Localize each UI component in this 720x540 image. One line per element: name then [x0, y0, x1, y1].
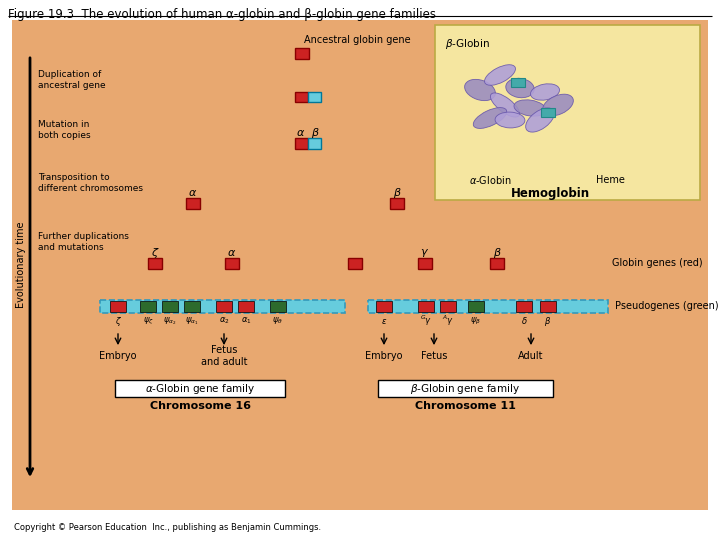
Bar [378, 380, 553, 397]
Ellipse shape [543, 94, 573, 116]
Ellipse shape [505, 78, 534, 98]
Bar [270, 301, 286, 312]
Text: Evolutionary time: Evolutionary time [16, 222, 26, 308]
Ellipse shape [514, 100, 546, 116]
Bar [435, 25, 700, 200]
Text: $\alpha_2$: $\alpha_2$ [219, 316, 230, 326]
Bar [390, 198, 404, 209]
Text: $\psi_\beta$: $\psi_\beta$ [470, 315, 482, 327]
Bar [308, 92, 321, 102]
Text: $\beta$-Globin gene family: $\beta$-Globin gene family [410, 381, 520, 395]
Bar [368, 300, 608, 313]
Text: Ancestral globin gene: Ancestral globin gene [304, 35, 410, 45]
Text: Embryo: Embryo [365, 351, 402, 361]
Text: $\zeta$: $\zeta$ [150, 246, 159, 260]
Bar [418, 301, 434, 312]
Text: $^A\gamma$: $^A\gamma$ [442, 314, 454, 328]
Text: Chromosome 16: Chromosome 16 [150, 401, 251, 411]
Text: $\psi_{\alpha_2}$: $\psi_{\alpha_2}$ [163, 315, 177, 327]
Ellipse shape [526, 108, 554, 132]
Bar [148, 258, 162, 269]
Text: Fetus: Fetus [420, 351, 447, 361]
Bar [186, 198, 200, 209]
Bar [225, 258, 239, 269]
Bar [140, 301, 156, 312]
Bar [100, 300, 345, 313]
Ellipse shape [490, 93, 520, 117]
Bar [216, 301, 232, 312]
Text: $\alpha_1$: $\alpha_1$ [240, 316, 251, 326]
Text: $\zeta$: $\zeta$ [114, 314, 122, 327]
Bar [162, 301, 178, 312]
Text: $\beta$: $\beta$ [544, 314, 552, 327]
Ellipse shape [464, 79, 495, 100]
Text: Duplication of
ancestral gene: Duplication of ancestral gene [38, 70, 106, 90]
Ellipse shape [531, 84, 559, 100]
Text: $\alpha$-Globin: $\alpha$-Globin [469, 174, 511, 186]
Bar [490, 258, 504, 269]
Bar [238, 301, 254, 312]
Bar [348, 258, 362, 269]
Bar [468, 301, 484, 312]
Text: $\psi_{\alpha_1}$: $\psi_{\alpha_1}$ [185, 315, 199, 327]
Bar [110, 301, 126, 312]
Bar [295, 48, 309, 59]
Text: Copyright © Pearson Education  Inc., publishing as Benjamin Cummings.: Copyright © Pearson Education Inc., publ… [14, 523, 321, 531]
Text: Chromosome 11: Chromosome 11 [415, 401, 516, 411]
Text: $\psi_\zeta$: $\psi_\zeta$ [143, 315, 153, 327]
Text: $\alpha$-Globin gene family: $\alpha$-Globin gene family [145, 381, 255, 395]
Text: Globin genes (red): Globin genes (red) [612, 258, 703, 268]
Bar [376, 301, 392, 312]
Text: Mutation in
both copies: Mutation in both copies [38, 120, 91, 140]
Text: Figure 19.3  The evolution of human α-globin and β-globin gene families: Figure 19.3 The evolution of human α-glo… [8, 8, 436, 21]
Text: Further duplications
and mutations: Further duplications and mutations [38, 232, 129, 252]
Text: Heme: Heme [595, 175, 624, 185]
Text: Fetus
and adult: Fetus and adult [201, 345, 247, 367]
Ellipse shape [495, 112, 525, 128]
Bar [295, 92, 308, 102]
Text: $\alpha$: $\alpha$ [189, 188, 197, 198]
Text: $\alpha$: $\alpha$ [228, 248, 237, 258]
Text: $^G\gamma$: $^G\gamma$ [420, 314, 432, 328]
Bar [440, 301, 456, 312]
Bar [295, 138, 308, 149]
Bar [184, 301, 200, 312]
Bar [418, 258, 432, 269]
Bar [516, 301, 532, 312]
Bar [511, 78, 525, 87]
Bar [540, 301, 556, 312]
Bar [308, 138, 321, 149]
Text: $\delta$: $\delta$ [521, 315, 527, 327]
Ellipse shape [485, 65, 516, 85]
Text: Transposition to
different chromosomes: Transposition to different chromosomes [38, 173, 143, 193]
Bar [541, 108, 555, 117]
Text: Adult: Adult [518, 351, 544, 361]
Ellipse shape [473, 107, 507, 129]
Text: Embryo: Embryo [99, 351, 137, 361]
Text: $\beta$: $\beta$ [310, 126, 320, 140]
Text: $\varepsilon$: $\varepsilon$ [381, 316, 387, 326]
Text: $\gamma$: $\gamma$ [420, 247, 430, 259]
Text: $\psi_\theta$: $\psi_\theta$ [272, 315, 284, 327]
Bar [115, 380, 285, 397]
Text: $\alpha$: $\alpha$ [297, 128, 305, 138]
Text: $\beta$: $\beta$ [392, 186, 401, 200]
Text: $\beta$-Globin: $\beta$-Globin [445, 37, 490, 51]
Text: Pseudogenes (green): Pseudogenes (green) [615, 301, 719, 311]
Text: Hemoglobin: Hemoglobin [510, 186, 590, 199]
Text: $\beta$: $\beta$ [492, 246, 501, 260]
